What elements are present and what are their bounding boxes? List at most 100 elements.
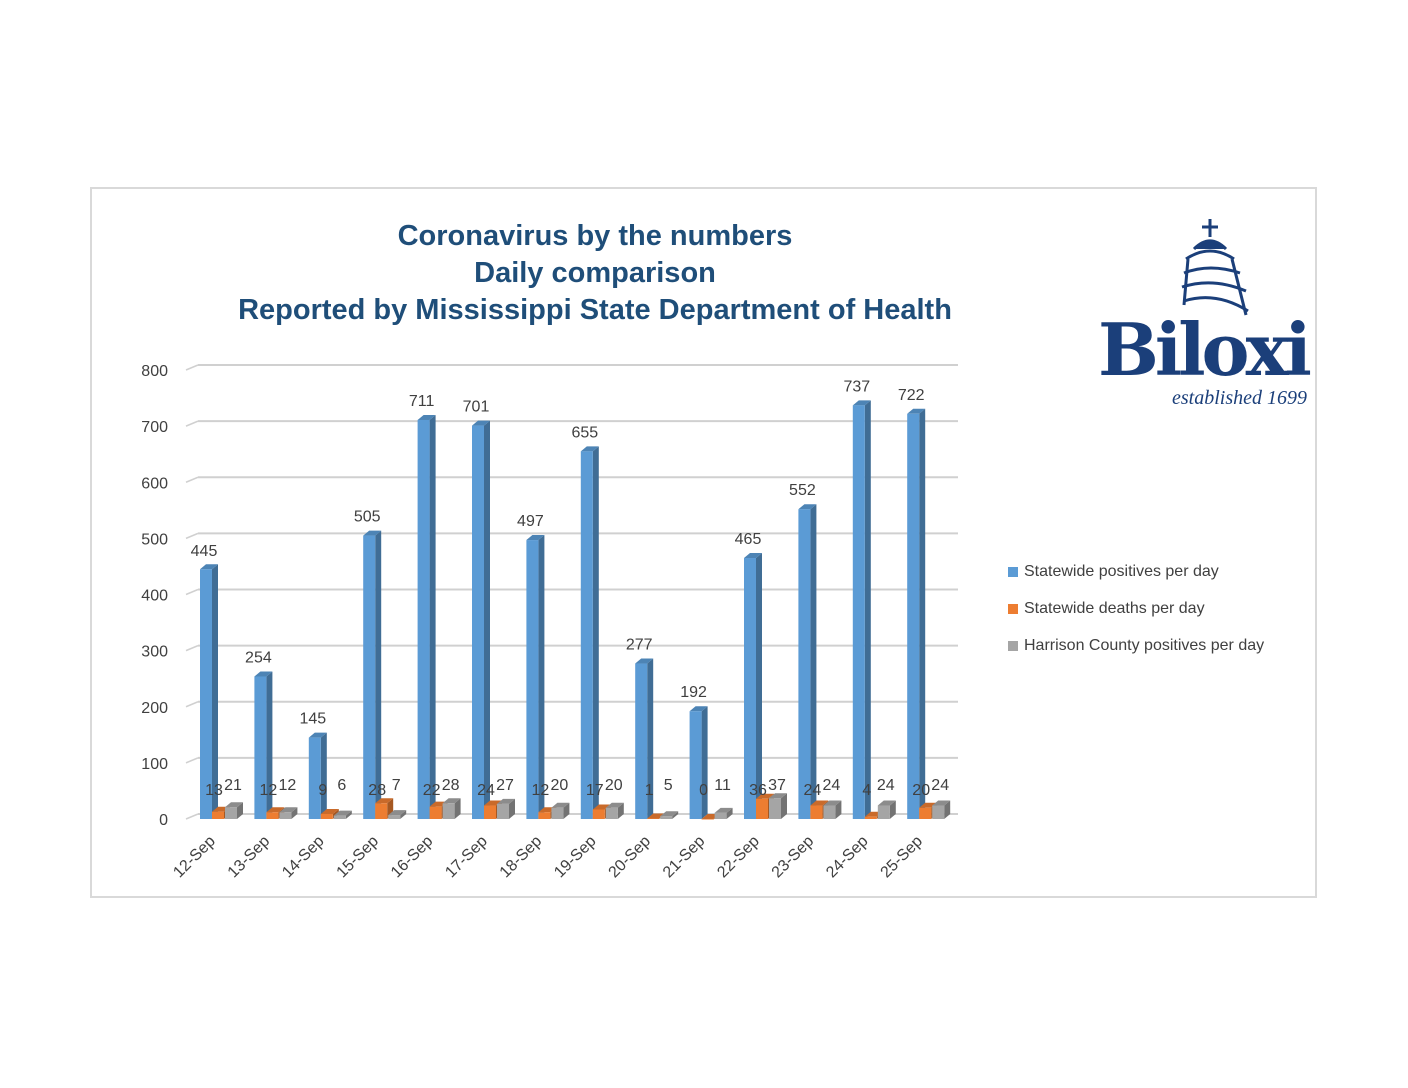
bar-side	[810, 504, 817, 819]
bar	[647, 818, 660, 819]
bar-top	[852, 400, 871, 406]
legend-item-harrison: Harrison County positives per day	[1008, 637, 1264, 655]
bar	[798, 509, 811, 819]
bar	[417, 419, 430, 819]
gridline-depth	[185, 420, 199, 427]
x-tick-label: 21-Sep	[660, 833, 709, 882]
y-tick-label: 200	[141, 700, 168, 717]
bar-side	[429, 414, 436, 819]
bar	[714, 812, 727, 819]
bar	[769, 798, 781, 819]
bar	[279, 812, 292, 819]
bar	[442, 803, 455, 819]
bar	[200, 569, 212, 819]
bar	[701, 819, 714, 820]
bar-side	[726, 807, 733, 819]
chart-title-line-1: Coronavirus by the numbers	[397, 220, 793, 252]
bar-top	[660, 811, 679, 817]
data-label: 20	[551, 777, 569, 794]
data-label: 6	[337, 777, 346, 794]
y-tick-label: 800	[141, 363, 168, 380]
bar	[429, 806, 442, 819]
bar	[919, 807, 932, 819]
data-label: 701	[463, 399, 490, 416]
data-label: 28	[442, 777, 460, 794]
legend-label: Harrison County positives per day	[1024, 637, 1265, 654]
data-label: 24	[931, 777, 949, 794]
bar	[932, 805, 945, 819]
data-label: 552	[789, 482, 816, 499]
x-tick-label: 19-Sep	[551, 833, 600, 882]
x-tick-label: 12-Sep	[170, 833, 219, 882]
bar	[864, 816, 877, 819]
bar-top	[363, 530, 382, 536]
bar	[225, 807, 237, 819]
logo-wordmark: Biloxi	[1098, 307, 1312, 392]
data-label: 27	[496, 777, 514, 794]
bar-top	[798, 504, 817, 510]
bar-side	[266, 671, 273, 819]
bar-side	[919, 408, 926, 819]
bar-side	[538, 535, 545, 819]
x-tick-label: 23-Sep	[769, 833, 818, 882]
bar-side	[701, 706, 708, 819]
x-tick-label: 13-Sep	[225, 833, 274, 882]
y-tick-label: 400	[141, 588, 168, 605]
bar	[320, 813, 333, 819]
bar	[635, 663, 648, 819]
bar-top	[714, 807, 733, 813]
bar-side	[291, 807, 298, 819]
bar-top	[932, 800, 951, 806]
bar	[538, 812, 551, 819]
y-tick-label: 600	[141, 475, 168, 492]
x-tick-label: 17-Sep	[442, 833, 491, 882]
gridline-depth	[185, 644, 199, 652]
y-tick-label: 0	[159, 812, 168, 829]
x-tick-label: 24-Sep	[823, 833, 872, 882]
data-label: 13	[205, 782, 223, 799]
bar	[212, 811, 224, 819]
legend-swatch	[1008, 567, 1018, 577]
data-label: 711	[409, 393, 435, 410]
bar-top	[279, 807, 298, 813]
data-label: 11	[714, 777, 731, 794]
bar-top	[689, 706, 708, 712]
bar-side	[835, 800, 842, 819]
bar-side	[756, 553, 762, 819]
bar	[308, 737, 321, 819]
data-label: 505	[354, 509, 381, 526]
bar	[823, 805, 836, 819]
data-label: 17	[586, 782, 604, 799]
legend-swatch	[1008, 604, 1018, 614]
bar	[580, 451, 593, 819]
gridline-depth	[185, 813, 199, 820]
bar	[388, 815, 401, 819]
data-label: 7	[392, 777, 401, 794]
bar-top	[769, 793, 787, 799]
bar-side	[563, 802, 570, 819]
bar-side	[484, 420, 490, 819]
bar-side	[617, 802, 624, 819]
bar-top	[810, 800, 829, 806]
gridline-depth	[185, 701, 199, 708]
y-tick-label: 500	[141, 531, 168, 548]
y-tick-label: 100	[141, 756, 168, 773]
bar	[756, 798, 768, 819]
bar-top	[417, 414, 436, 420]
x-tick-label: 15-Sep	[334, 833, 383, 882]
x-tick-label: 18-Sep	[497, 833, 546, 882]
data-label: 277	[626, 637, 653, 654]
x-tick-label: 22-Sep	[714, 833, 763, 882]
legend-label: Statewide deaths per day	[1024, 600, 1205, 617]
bar-side	[375, 530, 382, 819]
bar	[472, 425, 484, 819]
data-label: 445	[191, 543, 218, 560]
bar-top	[266, 807, 285, 813]
data-label: 24	[477, 782, 495, 799]
bar	[852, 405, 865, 819]
data-label: 145	[299, 711, 326, 728]
bar	[363, 535, 376, 819]
bar	[744, 558, 756, 819]
x-tick-label: 25-Sep	[878, 833, 927, 882]
data-label: 24	[804, 782, 822, 799]
